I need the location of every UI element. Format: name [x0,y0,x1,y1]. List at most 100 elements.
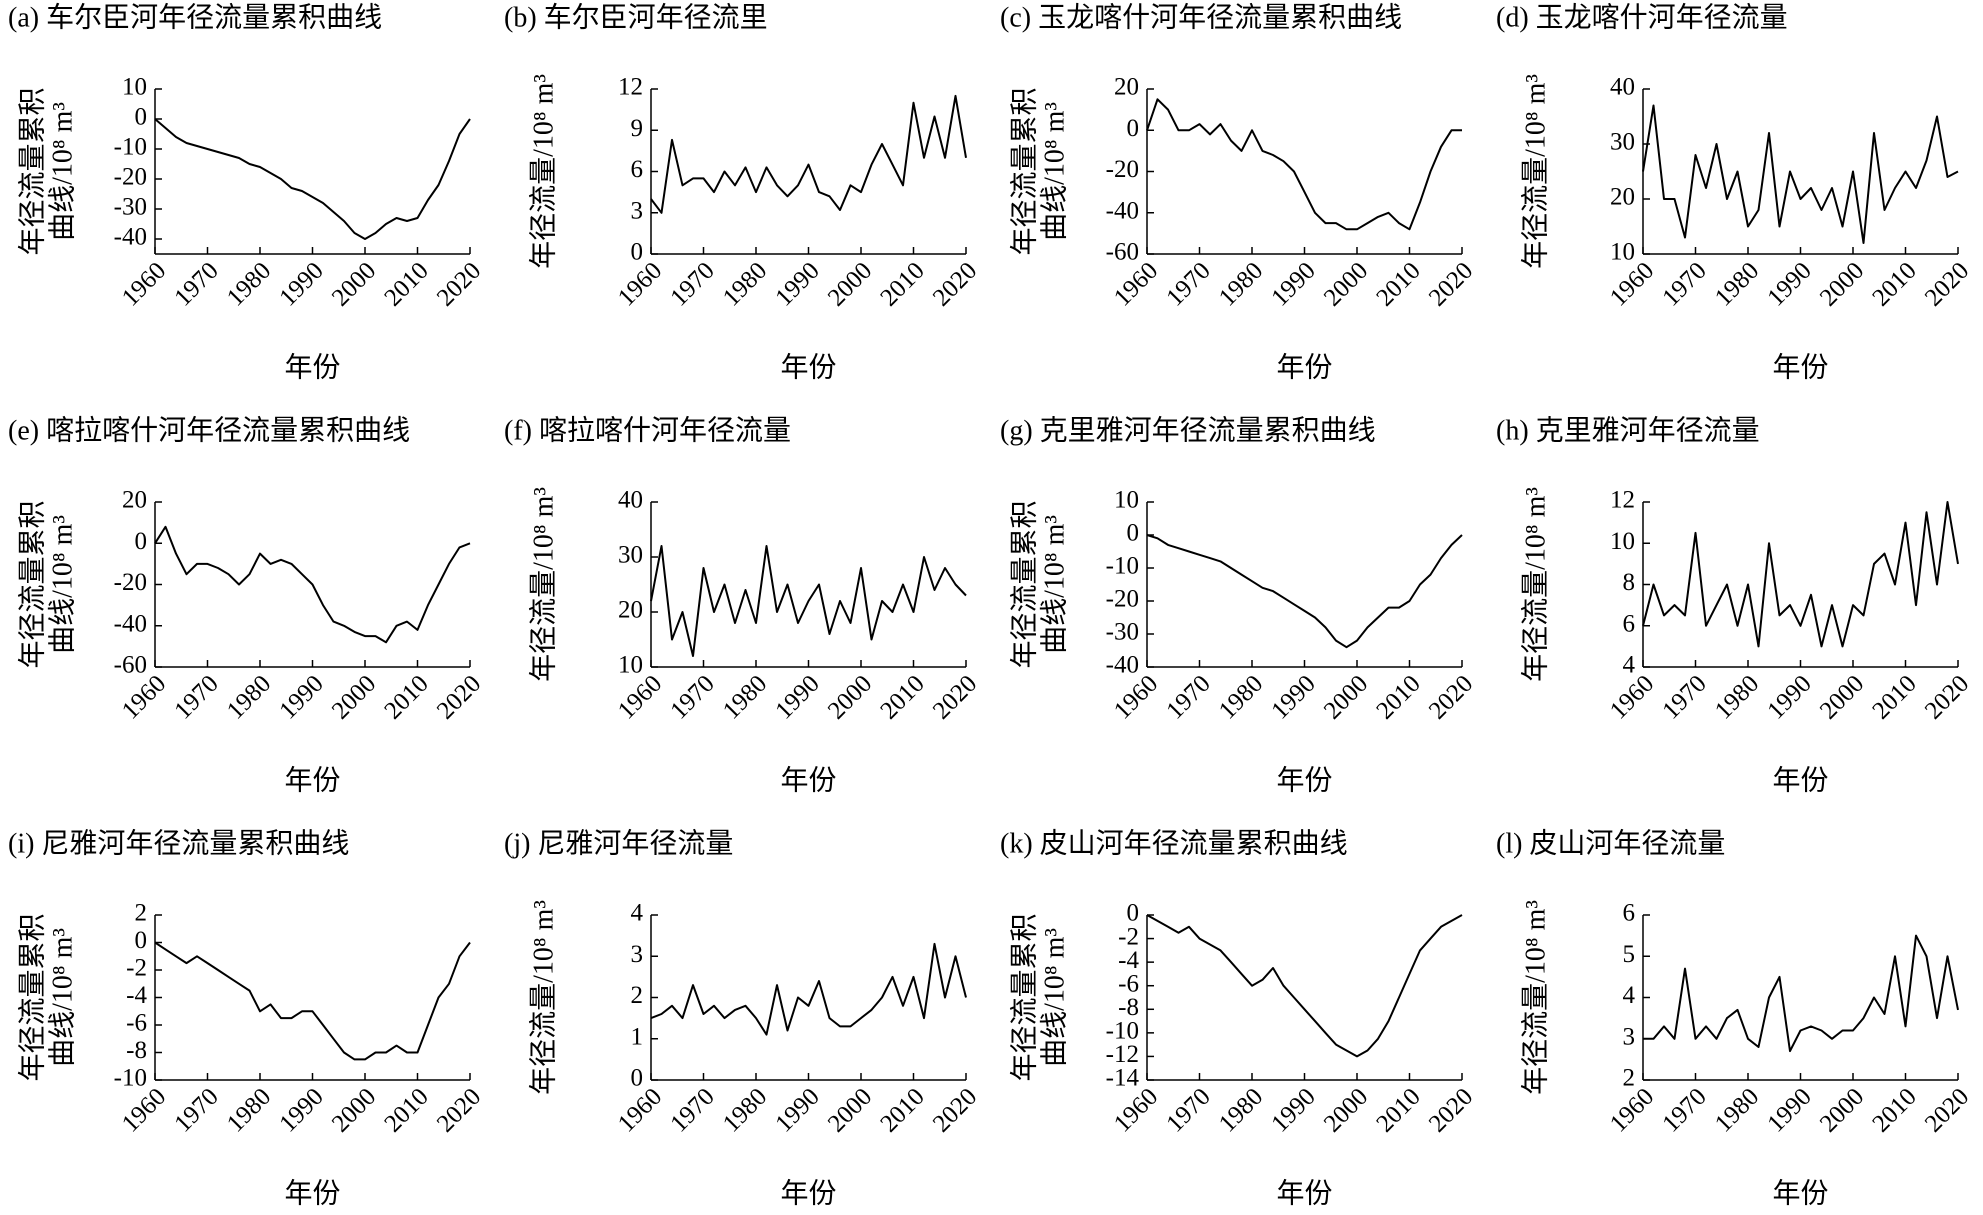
x-axis-label: 年份 [780,1177,836,1209]
x-axis-label: 年份 [780,351,836,383]
y-axis-label: 曲线/10⁸ m³ [1038,102,1070,241]
x-tick-label: 2020 [432,670,486,724]
y-axis-label: 曲线/10⁸ m³ [46,515,78,654]
x-tick-label: 1980 [1710,670,1764,724]
chart-title: (l) 皮山河年径流量 [1496,827,1725,859]
y-tick-label: 0 [135,528,148,555]
x-tick-label: 2010 [1867,670,1921,724]
y-tick-label: 0 [1127,520,1140,547]
x-tick-label: 1990 [1266,257,1320,311]
x-tick-label: 1970 [169,1083,223,1137]
chart-title: (f) 喀拉喀什河年径流量 [504,414,791,446]
y-tick-label: 20 [1610,184,1635,211]
y-tick-label: 10 [618,652,643,679]
y-tick-label: -40 [114,224,147,251]
y-tick-label: -4 [126,982,147,1009]
x-axis-label: 年份 [1772,764,1828,796]
y-tick-label: -10 [1106,1018,1139,1045]
y-axis-label: 年径流量累积 [16,913,48,1081]
y-tick-label: -20 [114,164,147,191]
y-tick-label: 5 [1623,941,1636,968]
y-axis-label: 年径流量累积 [16,500,48,668]
chart-title: (e) 喀拉喀什河年径流量累积曲线 [8,414,410,446]
y-axis-label: 曲线/10⁸ m³ [46,102,78,241]
data-line [1643,934,1959,1053]
x-tick-label: 2010 [379,670,433,724]
y-tick-label: 0 [135,927,148,954]
x-axis-label: 年份 [1276,1177,1332,1209]
x-tick-label: 2000 [327,257,381,311]
y-tick-label: -6 [1118,970,1139,997]
y-tick-label: 30 [1610,129,1635,156]
x-tick-label: 1980 [1214,670,1268,724]
y-tick-label: -8 [1118,994,1139,1021]
x-tick-label: 1980 [1214,257,1268,311]
x-tick-label: 2010 [379,257,433,311]
y-tick-label: 10 [1114,487,1139,514]
x-tick-label: 1960 [613,1083,667,1137]
x-tick-label: 2020 [1424,1083,1478,1137]
y-tick-label: 8 [1623,569,1636,596]
x-tick-label: 2000 [1319,670,1373,724]
x-tick-label: 1980 [718,1083,772,1137]
y-tick-label: -60 [114,652,147,679]
x-tick-label: 2000 [823,670,877,724]
x-tick-label: 2000 [327,670,381,724]
x-axis-label: 年份 [284,351,340,383]
chart-title: (c) 玉龙喀什河年径流量累积曲线 [1000,1,1402,33]
x-tick-label: 1960 [1605,1083,1659,1137]
x-tick-label: 2000 [1815,1083,1869,1137]
y-tick-label: -40 [114,610,147,637]
x-tick-label: 2000 [1815,257,1869,311]
y-tick-label: 4 [1623,652,1636,679]
y-tick-label: 0 [1127,900,1140,927]
data-line [1146,534,1463,649]
x-tick-label: 2020 [432,257,486,311]
y-tick-label: -12 [1106,1041,1139,1068]
x-tick-label: 1970 [665,670,719,724]
x-axis-label: 年份 [780,764,836,796]
x-tick-label: 2020 [1920,670,1974,724]
x-tick-label: 1970 [1657,257,1711,311]
x-tick-label: 2010 [1867,257,1921,311]
x-tick-label: 1980 [1214,1083,1268,1137]
y-tick-label: 6 [1623,900,1636,927]
y-tick-label: 3 [1623,1023,1636,1050]
y-tick-label: -30 [1106,619,1139,646]
x-tick-label: 1980 [222,670,276,724]
y-tick-label: 6 [1623,610,1636,637]
data-line [1146,98,1462,231]
y-axis-label: 年径流量累积 [1008,913,1040,1081]
y-tick-label: 40 [1610,74,1635,101]
y-axis-label: 曲线/10⁸ m³ [1038,928,1070,1067]
y-tick-label: 1 [631,1023,644,1050]
y-tick-label: -20 [1106,156,1139,183]
y-axis-label: 年径流量/10⁸ m³ [1519,487,1551,682]
y-tick-label: -10 [114,1065,147,1092]
chart-title: (a) 车尔臣河年径流量累积曲线 [8,1,382,33]
y-tick-label: -20 [1106,586,1139,613]
y-tick-label: 12 [618,74,643,101]
x-tick-label: 1980 [222,1083,276,1137]
x-tick-label: 1990 [770,257,824,311]
x-tick-label: 1990 [274,257,328,311]
x-tick-label: 2000 [823,257,877,311]
x-tick-label: 1970 [169,670,223,724]
y-axis-label: 年径流量累积 [16,87,48,255]
x-tick-label: 1990 [1266,1083,1320,1137]
y-tick-label: 10 [122,74,147,101]
data-line [650,94,967,214]
x-tick-label: 2020 [1424,670,1478,724]
y-tick-label: -20 [114,569,147,596]
chart-title: (g) 克里雅河年径流量累积曲线 [1000,414,1376,446]
x-tick-label: 1970 [1161,257,1215,311]
x-tick-label: 2000 [1319,257,1373,311]
y-tick-label: -8 [126,1037,147,1064]
y-tick-label: 40 [618,487,643,514]
x-tick-label: 2000 [1319,1083,1373,1137]
x-tick-label: 1970 [169,257,223,311]
x-tick-label: 2010 [875,257,929,311]
x-tick-label: 2010 [1371,257,1425,311]
x-tick-label: 1990 [1762,1083,1816,1137]
